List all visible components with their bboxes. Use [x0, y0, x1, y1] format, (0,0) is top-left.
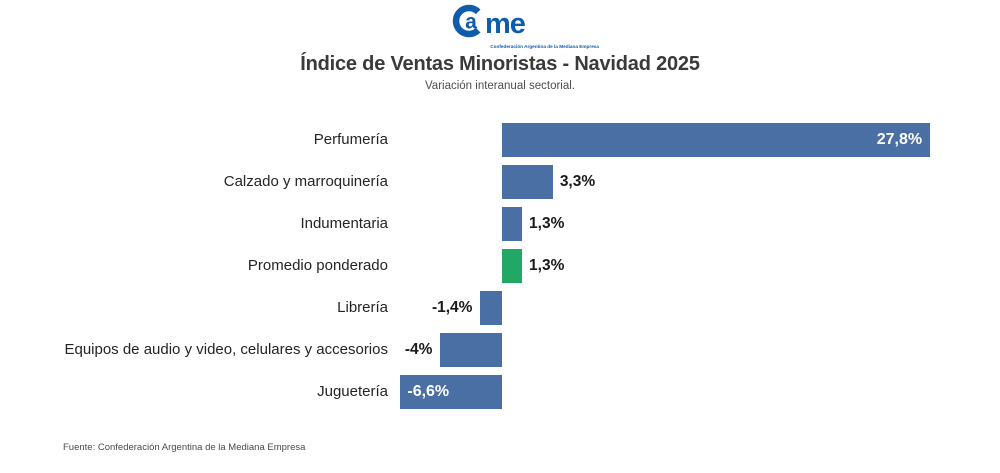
chart-title: Índice de Ventas Minoristas - Navidad 20…	[300, 53, 700, 75]
chart-row: Calzado y marroquinería 3,3%	[0, 161, 1000, 203]
bar-chart: Perfumería 27,8% Calzado y marroquinería 3,…	[0, 119, 1000, 413]
came-logo: a me Confederación Argentina de la Media…	[440, 3, 599, 49]
bar	[502, 207, 523, 241]
value-label: 1,3%	[529, 257, 565, 274]
value-label: -6,6%	[407, 383, 450, 400]
category-label: Juguetería	[317, 383, 388, 400]
category-label: Indumentaria	[300, 215, 388, 232]
value-label: 27,8%	[876, 131, 923, 148]
logo-letter-a: a	[465, 11, 477, 34]
logo-tagline: Confederación Argentina de la Mediana Em…	[490, 44, 600, 50]
chart-subtitle: Variación interanual sectorial.	[424, 80, 575, 92]
value-label: -4%	[404, 341, 433, 358]
bar	[502, 165, 553, 199]
bar: 27,8%	[502, 123, 931, 157]
chart-row: Equipos de audio y video, celulares y ac…	[0, 329, 1000, 371]
chart-row: Indumentaria 1,3%	[0, 203, 1000, 245]
came-logo-mark: a me	[452, 4, 527, 39]
logo-letter-c-icon	[452, 4, 481, 38]
category-label: Equipos de audio y video, celulares y ac…	[64, 341, 388, 358]
source-note: Fuente: Confederación Argentina de la Me…	[63, 442, 306, 453]
bar	[480, 291, 502, 325]
chart-row: Promedio ponderado 1,3%	[0, 245, 1000, 287]
value-label: 1,3%	[529, 215, 565, 232]
logo-letters-me: me	[485, 8, 526, 39]
header: a me Confederación Argentina de la Media…	[0, 0, 1000, 92]
chart-row: Librería -1,4%	[0, 287, 1000, 329]
bar-highlight	[502, 249, 523, 283]
category-label: Promedio ponderado	[247, 257, 388, 274]
chart-row: Juguetería -6,6%	[0, 371, 1000, 413]
category-label: Perfumería	[313, 131, 388, 148]
chart-row: Perfumería 27,8%	[0, 119, 1000, 161]
value-label: 3,3%	[559, 173, 596, 190]
bar: -6,6%	[400, 375, 502, 409]
category-label: Calzado y marroquinería	[223, 173, 388, 190]
logo-tagline-wrap: Confederación Argentina de la Mediana Em…	[440, 39, 599, 49]
bar	[440, 333, 502, 367]
category-label: Librería	[337, 299, 388, 316]
value-label: -1,4%	[431, 299, 473, 316]
